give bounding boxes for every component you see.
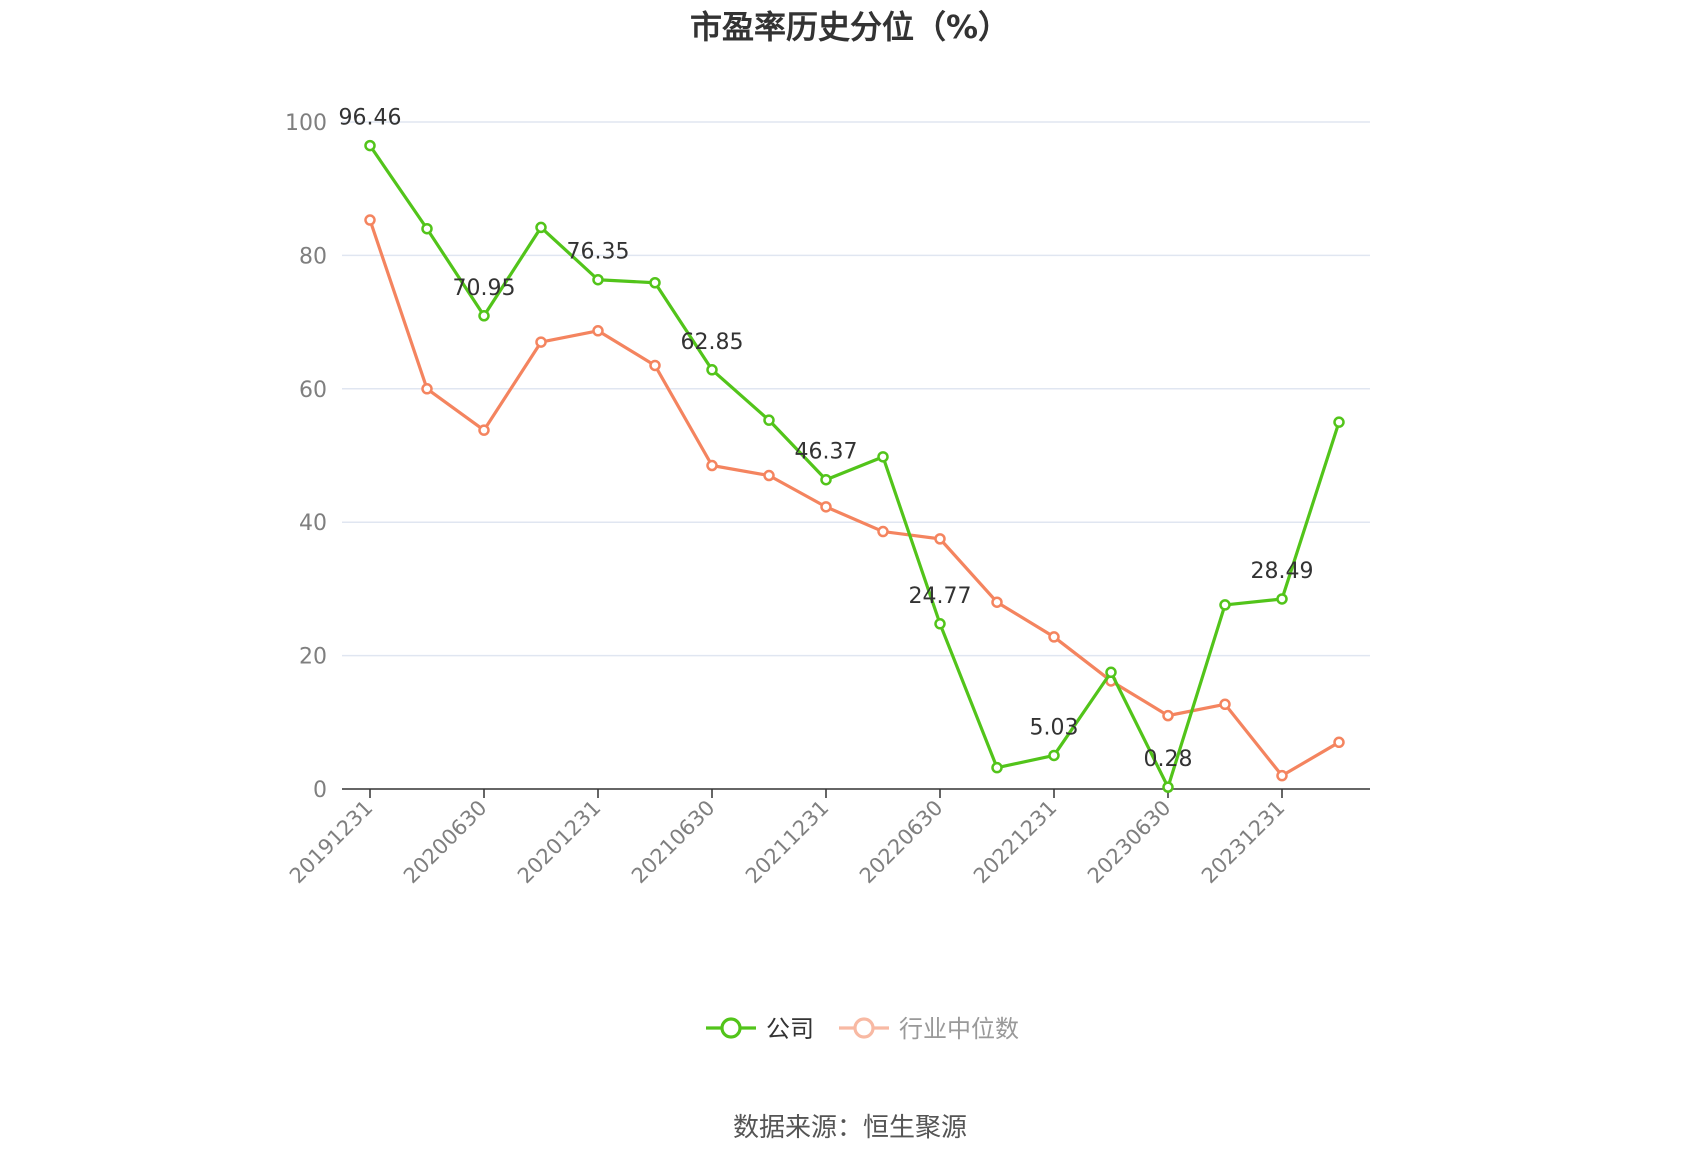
data-point[interactable] [421, 383, 433, 395]
x-axis: 20191231 20200630 20201231 20210630 20211231… [285, 788, 1370, 889]
data-label: 76.35 [567, 240, 630, 265]
data-point[interactable] [1162, 781, 1174, 793]
data-point[interactable] [820, 501, 832, 513]
legend-marker-icon [720, 1017, 742, 1039]
data-point[interactable] [421, 222, 433, 235]
x-tick-label: 20191231 [285, 796, 378, 889]
source-text: 数据来源：恒生聚源 [733, 1113, 967, 1143]
grid-lines [342, 121, 1370, 657]
data-point[interactable] [478, 310, 490, 322]
data-point[interactable] [1276, 593, 1288, 605]
data-point[interactable] [934, 533, 946, 545]
y-tick-label: 20 [299, 645, 327, 670]
data-point[interactable] [763, 414, 775, 426]
legend-item[interactable]: 公司 [706, 1015, 814, 1043]
chart-title: 市盈率历史分位（%） [690, 8, 1010, 46]
y-axis-ticks: 0 20 40 60 80 100 [285, 111, 327, 803]
x-tick-label: 20210630 [627, 796, 720, 889]
data-point[interactable] [535, 221, 547, 234]
data-point[interactable] [364, 214, 376, 226]
series-line [368, 144, 1341, 789]
y-tick-label: 0 [313, 778, 327, 803]
data-point[interactable] [934, 618, 946, 630]
data-point[interactable] [877, 525, 889, 538]
data-label: 24.77 [909, 584, 972, 609]
data-label: 28.49 [1251, 559, 1314, 584]
data-point[interactable] [991, 596, 1003, 608]
x-tick-label: 20211231 [741, 796, 834, 889]
data-point[interactable] [1162, 709, 1174, 722]
series-line [368, 219, 1340, 778]
data-point[interactable] [763, 469, 775, 482]
data-point[interactable] [1333, 736, 1345, 749]
data-label: 70.95 [453, 276, 516, 301]
x-tick-label: 20220630 [855, 796, 948, 889]
y-tick-label: 100 [285, 111, 327, 136]
data-point[interactable] [649, 276, 661, 289]
data-point[interactable] [1048, 749, 1060, 762]
x-tick-label: 20221231 [969, 796, 1062, 889]
data-point[interactable] [1333, 416, 1345, 428]
y-tick-label: 80 [299, 244, 327, 269]
legend-item[interactable]: 行业中位数 [839, 1015, 1019, 1043]
data-label: 5.03 [1030, 715, 1079, 740]
data-point[interactable] [592, 325, 604, 337]
y-tick-label: 60 [299, 378, 327, 403]
legend-marker-icon [853, 1017, 875, 1039]
data-label: 96.46 [339, 106, 402, 131]
data-point[interactable] [1276, 769, 1288, 782]
x-tick-label: 20201231 [513, 796, 606, 889]
data-label: 0.28 [1144, 747, 1193, 772]
x-tick-label: 20200630 [399, 796, 492, 889]
x-tick-label: 20231231 [1197, 796, 1290, 889]
data-point[interactable] [478, 424, 490, 436]
data-point[interactable] [706, 364, 718, 376]
data-label: 62.85 [681, 330, 744, 355]
data-point[interactable] [1105, 666, 1117, 679]
data-point[interactable] [1219, 698, 1231, 711]
legend-label: 公司 [766, 1015, 814, 1043]
series-lines [364, 139, 1345, 793]
data-labels: 96.46 70.95 76.35 62.85 46.37 24.77 5.03 0.28 28… [339, 106, 1314, 773]
data-point[interactable] [592, 273, 604, 286]
data-point[interactable] [535, 336, 547, 348]
data-label: 46.37 [795, 440, 858, 465]
y-tick-label: 40 [299, 511, 327, 536]
data-point[interactable] [649, 359, 661, 372]
data-point[interactable] [991, 761, 1003, 774]
x-tick-label: 20230630 [1083, 796, 1176, 889]
legend-label: 行业中位数 [899, 1015, 1019, 1043]
data-point[interactable] [820, 473, 832, 486]
data-point[interactable] [1219, 599, 1231, 611]
legend[interactable]: 公司 行业中位数 [706, 1015, 1019, 1043]
data-point[interactable] [706, 459, 718, 472]
data-point[interactable] [1048, 631, 1060, 643]
data-point[interactable] [877, 451, 889, 463]
data-point[interactable] [364, 139, 376, 152]
